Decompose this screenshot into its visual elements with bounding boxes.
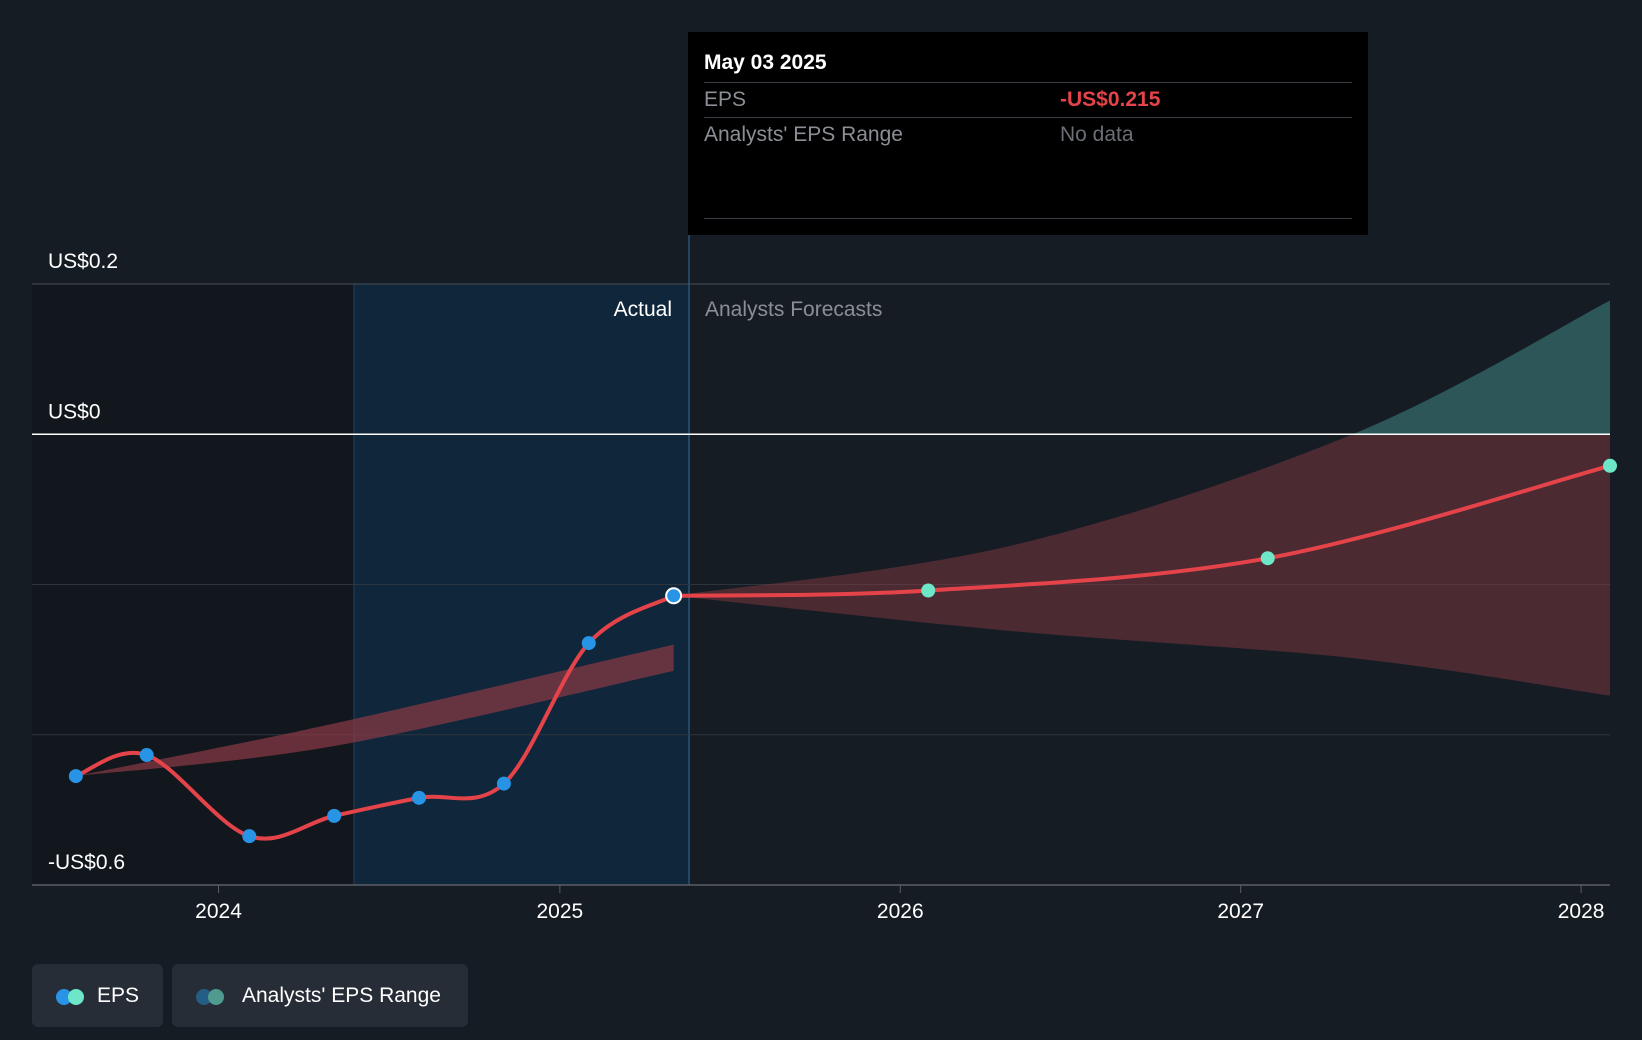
eps-actual-point xyxy=(496,776,511,791)
forecast-section-label: Analysts Forecasts xyxy=(705,298,882,321)
eps-forecast-line xyxy=(671,463,1612,598)
tooltip-eps-value: -US$0.215 xyxy=(1060,88,1161,111)
x-tick-label: 2027 xyxy=(1217,900,1264,923)
eps-actual-point xyxy=(242,829,257,844)
range-legend-icon xyxy=(196,987,232,1005)
tooltip-range-value: No data xyxy=(1060,123,1134,146)
tooltip-range-label: Analysts' EPS Range xyxy=(704,123,903,146)
tooltip-eps-row: EPS -US$0.215 xyxy=(704,83,1352,118)
x-tick-label: 2024 xyxy=(195,900,242,923)
eps-forecast-point xyxy=(921,583,936,598)
eps-legend-icon xyxy=(56,987,87,1005)
y-tick-label: US$0.2 xyxy=(48,250,118,273)
eps-actual-line xyxy=(73,593,676,841)
eps-actual-point xyxy=(665,587,683,605)
forecast-range-negative xyxy=(673,434,1610,696)
x-tick-label: 2026 xyxy=(877,900,924,923)
eps-forecast-point xyxy=(1260,551,1275,566)
legend-range-button[interactable]: Analysts' EPS Range xyxy=(172,964,468,1027)
y-tick-label: US$0 xyxy=(48,400,101,423)
forecast-range-positive xyxy=(1352,300,1610,435)
legend-eps-button[interactable]: EPS xyxy=(32,964,163,1027)
tooltip-range-row: Analysts' EPS Range No data xyxy=(704,118,1352,152)
actual-section-label: Actual xyxy=(614,298,672,321)
y-tick-label: -US$0.6 xyxy=(48,851,125,874)
tooltip-divider xyxy=(704,218,1352,219)
eps-actual-point xyxy=(412,790,427,805)
x-tick-label: 2025 xyxy=(537,900,584,923)
legend-range-label: Analysts' EPS Range xyxy=(242,983,441,1007)
eps-actual-point xyxy=(327,808,342,823)
x-tick-label: 2028 xyxy=(1558,900,1605,923)
eps-actual-point xyxy=(68,769,83,784)
legend-eps-label: EPS xyxy=(96,983,139,1007)
eps-forecast-point xyxy=(1603,458,1617,473)
tooltip-eps-label: EPS xyxy=(704,88,747,111)
eps-actual-point xyxy=(581,636,596,651)
eps-actual-point xyxy=(139,748,154,763)
tooltip-date: May 03 2025 xyxy=(704,48,1352,83)
chart-tooltip: May 03 2025 EPS -US$0.215 Analysts' EPS … xyxy=(688,32,1368,235)
